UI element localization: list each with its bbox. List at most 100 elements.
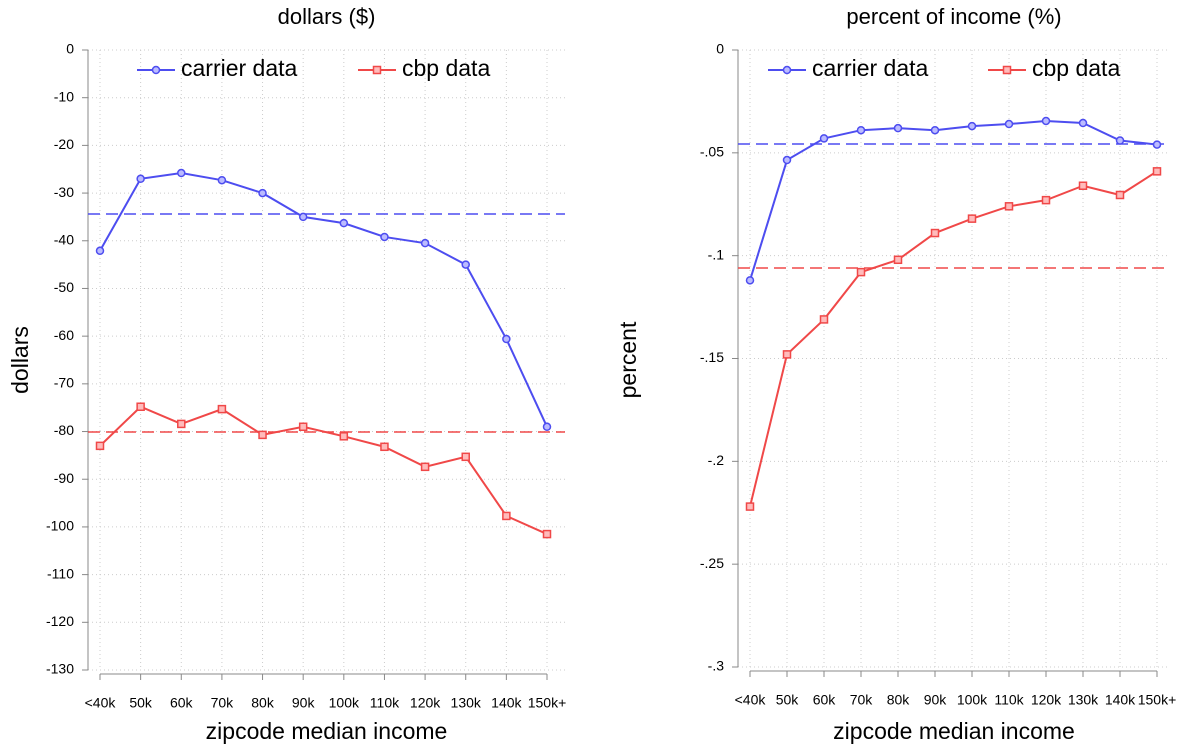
marker — [380, 232, 389, 242]
marker — [1078, 118, 1088, 128]
marker — [930, 125, 940, 135]
marker — [819, 134, 829, 143]
y-tick-label: 0 — [716, 41, 724, 57]
y-tick-label: -70 — [54, 375, 74, 391]
marker — [420, 462, 430, 472]
y-tick-label: -80 — [54, 422, 74, 438]
y-axis-title: dollars — [7, 326, 33, 394]
series-line — [99, 172, 548, 428]
x-tick-label: 80k — [251, 695, 275, 711]
marker — [1004, 202, 1014, 211]
x-tick-label: 60k — [813, 692, 837, 708]
series-line — [99, 405, 548, 535]
y-tick-label: -20 — [54, 136, 74, 152]
legend-label: carrier data — [812, 55, 929, 81]
y-tick-label: -.3 — [708, 658, 725, 674]
x-axis-title: zipcode median income — [206, 718, 448, 744]
marker — [542, 422, 552, 432]
marker — [217, 404, 227, 414]
marker — [893, 255, 903, 265]
x-tick-label: 60k — [170, 695, 194, 711]
y-tick-label: -110 — [47, 565, 74, 581]
marker — [782, 155, 792, 165]
y-tick-label: -30 — [54, 184, 74, 200]
y-tick-label: -.05 — [700, 144, 724, 160]
x-tick-label: 140k — [491, 695, 522, 711]
marker — [136, 402, 145, 411]
y-tick-label: -90 — [54, 470, 74, 486]
legend-marker — [151, 65, 161, 75]
y-tick-label: -10 — [54, 88, 74, 104]
marker — [1078, 181, 1088, 190]
marker — [1041, 116, 1051, 126]
y-tick-label: 0 — [66, 41, 74, 57]
marker — [819, 315, 829, 324]
marker — [339, 432, 349, 441]
series-line — [749, 170, 1158, 507]
x-axis-title: zipcode median income — [833, 718, 1075, 744]
marker — [745, 502, 755, 511]
marker — [136, 174, 145, 184]
legend-label: cbp data — [1032, 55, 1120, 81]
y-tick-label: -130 — [46, 661, 74, 677]
x-tick-label: <40k — [85, 695, 117, 711]
marker — [856, 125, 866, 135]
marker — [1004, 119, 1014, 129]
legend-marker — [782, 65, 792, 75]
legend-marker — [1002, 65, 1012, 75]
marker — [339, 218, 349, 228]
marker — [95, 441, 105, 451]
x-tick-label: 140k — [1105, 692, 1136, 708]
x-tick-label: 150k+ — [528, 695, 567, 711]
x-tick-label: 110k — [994, 692, 1024, 708]
chart-title: percent of income (%) — [846, 4, 1061, 29]
marker — [1041, 195, 1051, 205]
x-tick-label: 70k — [850, 692, 874, 708]
marker — [95, 246, 105, 256]
marker — [782, 350, 792, 359]
marker — [420, 238, 430, 248]
marker — [380, 442, 389, 452]
marker — [893, 123, 903, 133]
marker — [177, 419, 186, 429]
y-tick-label: -60 — [54, 327, 74, 343]
marker — [298, 212, 308, 222]
x-tick-label: 70k — [211, 695, 235, 711]
x-tick-label: 100k — [957, 692, 988, 708]
series-line — [749, 119, 1158, 281]
marker — [298, 422, 308, 432]
marker — [1152, 140, 1162, 149]
y-tick-label: -40 — [54, 231, 74, 247]
legend-label: cbp data — [402, 55, 490, 81]
marker — [461, 452, 470, 462]
x-tick-label: 50k — [776, 692, 800, 708]
marker — [217, 175, 227, 185]
marker — [1115, 136, 1125, 145]
x-tick-label: 50k — [129, 695, 153, 711]
marker — [258, 188, 267, 198]
chart-title: dollars ($) — [278, 4, 376, 29]
x-tick-label: 100k — [329, 695, 360, 711]
marker — [856, 267, 866, 277]
x-tick-label: 90k — [292, 695, 316, 711]
y-tick-label: -.2 — [708, 452, 725, 468]
y-tick-label: -.25 — [700, 555, 724, 571]
y-tick-label: -.1 — [708, 246, 725, 262]
y-tick-label: -100 — [46, 518, 74, 534]
y-tick-label: -120 — [46, 613, 74, 629]
marker — [177, 168, 186, 178]
marker — [1115, 190, 1125, 200]
y-tick-label: -50 — [54, 279, 74, 295]
marker — [967, 121, 977, 131]
y-tick-label: -.15 — [700, 349, 724, 365]
marker — [502, 511, 511, 521]
marker — [967, 214, 977, 223]
marker — [745, 276, 755, 285]
x-tick-label: 110k — [370, 695, 400, 711]
x-tick-label: <40k — [735, 692, 767, 708]
marker — [258, 430, 267, 440]
x-tick-label: 150k+ — [1138, 692, 1177, 708]
marker — [461, 260, 470, 269]
